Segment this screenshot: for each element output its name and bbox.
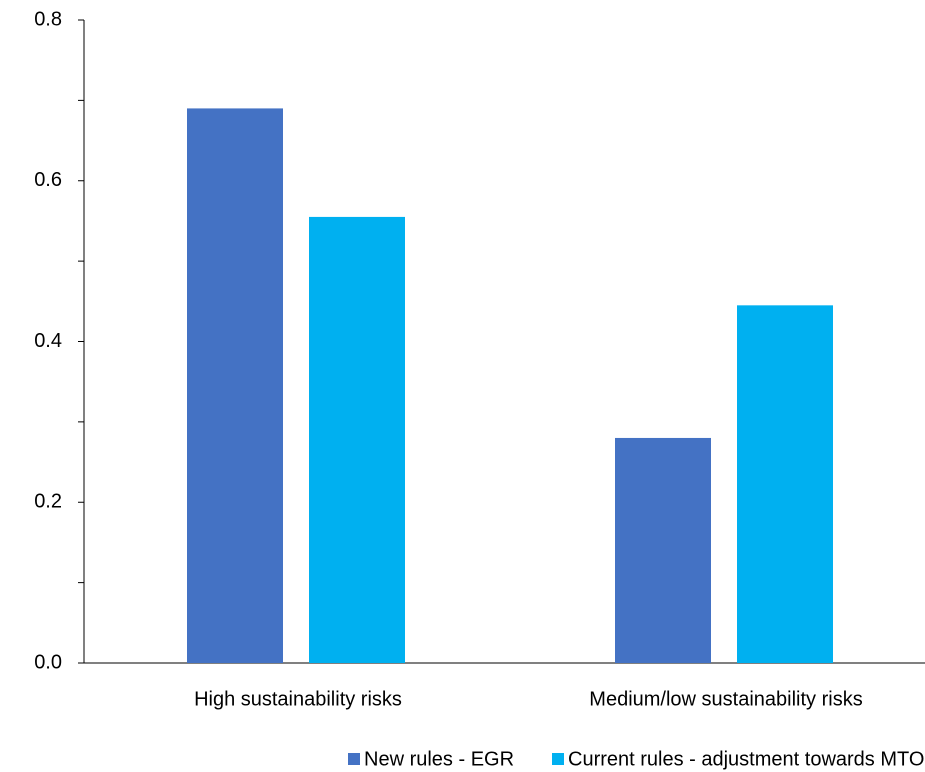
legend-swatch: [552, 753, 564, 765]
y-tick-label: 0.6: [34, 169, 62, 191]
bar: [737, 305, 833, 663]
legend-swatch: [348, 753, 360, 765]
y-tick-label: 0.8: [34, 8, 62, 30]
y-tick-label: 0.0: [34, 651, 62, 673]
legend-label: New rules - EGR: [364, 748, 514, 770]
y-tick-label: 0.2: [34, 491, 62, 513]
x-tick-label: Medium/low sustainability risks: [589, 688, 862, 710]
legend-label: Current rules - adjustment towards MTO: [568, 748, 924, 770]
bar: [615, 437, 711, 663]
bar: [187, 108, 283, 664]
x-tick-label: High sustainability risks: [194, 688, 402, 710]
y-tick-label: 0.4: [34, 330, 62, 352]
bar: [309, 216, 405, 663]
